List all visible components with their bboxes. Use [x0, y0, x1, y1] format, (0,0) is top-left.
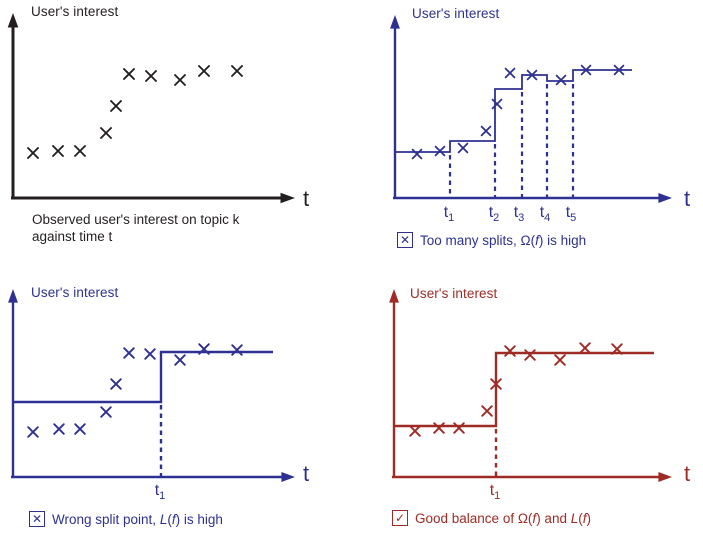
cross-glyph: ✕	[399, 233, 411, 247]
panel-too-many-splits-plot	[390, 15, 672, 203]
caption-good-balance-text: Good balance of Ω(f) and L(f)	[415, 510, 591, 526]
caption-observed-line1: Observed user's interest on topic k	[32, 212, 240, 227]
split-label-t3: t3	[513, 204, 525, 225]
panel-observed-title: User's interest	[31, 4, 119, 19]
panel-too-many-splits-title: User's interest	[412, 6, 500, 21]
caption-wrong-split: ✕ Wrong split point, L(f) is high	[29, 511, 223, 527]
crossed-box-icon: ✕	[397, 232, 413, 248]
split-label-t1: t1	[154, 482, 166, 503]
panel-wrong-split-t-label: t	[303, 461, 310, 486]
panel-good-balance-title: User's interest	[410, 286, 498, 301]
split-label-t1: t1	[443, 204, 455, 225]
caption-wrong-split-text: Wrong split point, L(f) is high	[52, 511, 223, 527]
caption-good-balance: ✓ Good balance of Ω(f) and L(f)	[392, 510, 591, 526]
cross-glyph: ✕	[31, 512, 43, 526]
panel-good-balance-plot	[389, 289, 672, 482]
split-label-t4: t4	[539, 204, 551, 225]
panel-wrong-split-title: User's interest	[31, 285, 119, 300]
caption-too-many-splits: ✕ Too many splits, Ω(f) is high	[397, 232, 586, 248]
crossed-box-icon: ✕	[29, 511, 45, 527]
panel-too-many-splits-t-label: t	[684, 186, 691, 211]
panel-observed-plot	[7, 13, 295, 204]
panel-good-balance-t-label: t	[684, 461, 691, 486]
panel-wrong-split-plot	[8, 289, 295, 482]
split-label-t5: t5	[565, 204, 577, 225]
check-glyph: ✓	[394, 511, 406, 525]
split-label-t1: t1	[489, 482, 501, 503]
split-label-t2: t2	[488, 204, 500, 225]
caption-observed-line2: against time t	[32, 229, 113, 244]
caption-too-many-splits-text: Too many splits, Ω(f) is high	[420, 232, 587, 248]
checked-box-icon: ✓	[392, 510, 408, 526]
panel-observed-t-label: t	[303, 186, 310, 211]
caption-observed: Observed user's interest on topic k agai…	[32, 211, 239, 245]
